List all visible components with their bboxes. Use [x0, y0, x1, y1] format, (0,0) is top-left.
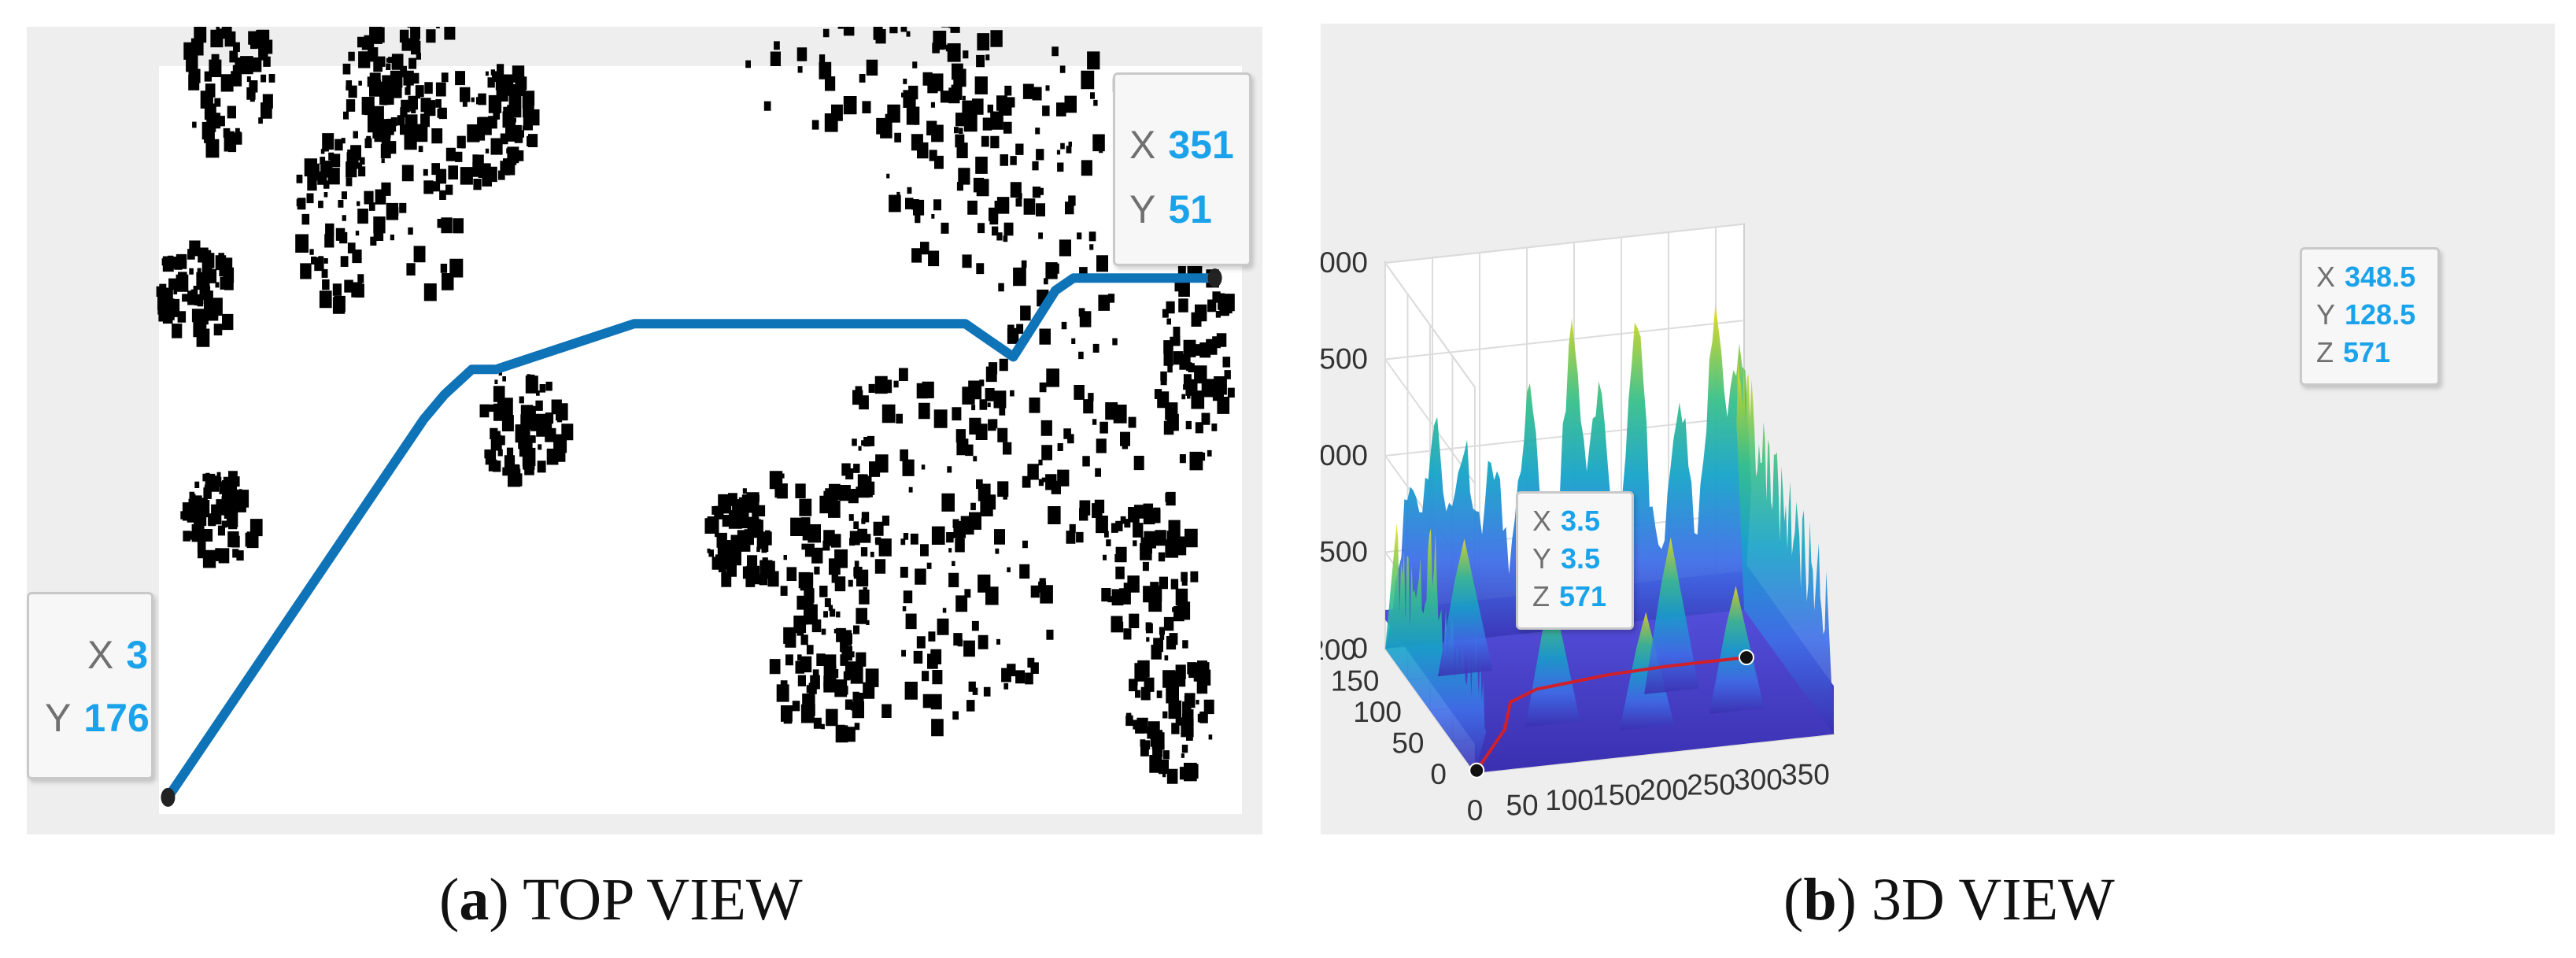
- datatip-y-value: 128.5: [2345, 298, 2416, 331]
- datatip-y-value: 176: [83, 696, 150, 740]
- 3d-view-plot: 0501001502002503003500501001502000500100…: [1321, 223, 1835, 827]
- datatip-start[interactable]: X 3 Y 176: [27, 592, 153, 779]
- top-view-panel: X 3 Y 176 X 351 Y 51: [27, 27, 1262, 834]
- x-tick-label: 350: [1781, 759, 1830, 791]
- obstacle-cluster: [1125, 633, 1214, 784]
- caption-b: (b) 3D VIEW: [1783, 866, 2115, 934]
- top-view-plot: [156, 27, 1242, 814]
- obstacle-cluster: [833, 519, 1054, 737]
- obstacle-cluster: [156, 240, 235, 347]
- obstacle-cluster: [744, 471, 892, 625]
- obstacle-cluster: [769, 605, 875, 743]
- caption-a-text: ) TOP VIEW: [489, 867, 803, 933]
- y-tick-label: 200: [1321, 634, 1357, 666]
- datatip-y-value: 51: [1168, 187, 1212, 231]
- goal-marker: [1207, 268, 1222, 288]
- y-tick-label: 150: [1331, 665, 1380, 697]
- grid-line: [1384, 320, 1745, 361]
- datatip-x-key: X: [1532, 505, 1552, 537]
- obstacle-cluster: [342, 27, 436, 159]
- terrain-right-ridge: [1736, 360, 1834, 734]
- map-area: [159, 66, 1242, 814]
- obstacle-cluster: [1101, 491, 1199, 653]
- y-tick-label: 0: [1430, 758, 1447, 790]
- axis-tick-labels: 0501001502002503003500501001502000500100…: [1321, 246, 1830, 827]
- datatip-x-key: X: [87, 633, 114, 677]
- terrain-back-ridge: [1385, 302, 1752, 649]
- 3d-view-panel: 0501001502002503003500501001502000500100…: [1321, 24, 2555, 834]
- obstacle-cluster: [704, 488, 773, 587]
- datatip-z-value: 571: [2343, 336, 2391, 368]
- terrain-peak: [1644, 537, 1699, 694]
- grid-line: [1384, 223, 1745, 264]
- caption-b-open: (: [1783, 867, 1804, 933]
- datatip-y-key: Y: [2316, 298, 2336, 331]
- datatip-y-key: Y: [1532, 542, 1552, 575]
- caption-a-open: (: [439, 867, 460, 933]
- datatip-x-value: 351: [1168, 123, 1234, 167]
- start-marker: [161, 787, 176, 807]
- caption-a: (a) TOP VIEW: [439, 866, 803, 934]
- x-tick-label: 0: [1467, 794, 1484, 827]
- terrain-peak: [1525, 589, 1580, 727]
- datatip-x-value: 348.5: [2345, 261, 2416, 293]
- obstacle-cluster: [973, 46, 1148, 330]
- datatip-goal-3d[interactable]: X 348.5 Y 128.5 Z 571: [2300, 247, 2440, 386]
- goal-marker-3d: [1738, 649, 1754, 666]
- obstacle-cluster: [366, 27, 484, 301]
- start-marker-3d: [1469, 762, 1485, 779]
- z-tick-label: 2000: [1321, 246, 1368, 279]
- terrain-peak: [1437, 538, 1493, 677]
- x-tick-label: 250: [1687, 769, 1735, 801]
- datatip-x-value: 3: [126, 633, 149, 677]
- terrain-peak: [1709, 586, 1765, 715]
- datatip-z-key: Z: [2316, 336, 2334, 368]
- terrain-surface: [1385, 302, 1834, 773]
- x-tick-label: 50: [1506, 790, 1538, 822]
- terrain-peak: [1619, 612, 1675, 731]
- obstacle-cluster: [183, 27, 275, 158]
- z-tick-label: 500: [1321, 536, 1368, 568]
- z-tick-label: 0: [1351, 632, 1368, 664]
- obstacle-cluster: [295, 133, 386, 314]
- obstacle-cluster: [180, 471, 263, 568]
- caption-b-letter: b: [1803, 867, 1837, 933]
- x-tick-label: 200: [1639, 774, 1688, 806]
- y-tick-label: 100: [1353, 696, 1402, 728]
- x-tick-label: 100: [1545, 784, 1594, 816]
- datatip-x-key: X: [2316, 261, 2336, 293]
- datatip-y-key: Y: [45, 696, 72, 740]
- terrain-left-ridge: [1385, 523, 1487, 773]
- y-tick-label: 50: [1391, 727, 1424, 760]
- planned-path-3d: [1469, 649, 1754, 779]
- z-tick-label: 1000: [1321, 439, 1368, 472]
- datatip-y-key: Y: [1129, 187, 1156, 231]
- datatip-x-key: X: [1129, 123, 1156, 167]
- obstacle-cluster: [471, 64, 540, 187]
- obstacle-map: [156, 27, 1235, 784]
- path-line: [164, 273, 1215, 801]
- obstacle-cluster: [1154, 256, 1235, 471]
- caption-a-letter: a: [459, 867, 490, 933]
- x-tick-label: 300: [1734, 764, 1783, 796]
- obstacle-cluster: [880, 31, 1024, 275]
- planned-path: [161, 268, 1222, 807]
- datatip-z-value: 571: [1559, 580, 1607, 612]
- path-line-3d: [1475, 656, 1747, 771]
- obstacle-cluster: [479, 371, 574, 487]
- obstacle-cluster: [841, 368, 1012, 578]
- datatip-goal[interactable]: X 351 Y 51: [1113, 72, 1251, 266]
- datatip-start-3d[interactable]: X 3.5 Y 3.5 Z 571: [1516, 491, 1634, 630]
- datatip-y-value: 3.5: [1561, 542, 1601, 575]
- datatip-x-value: 3.5: [1561, 505, 1601, 537]
- datatip-z-key: Z: [1532, 580, 1550, 612]
- caption-b-text: ) 3D VIEW: [1836, 867, 2115, 933]
- x-tick-label: 150: [1592, 779, 1641, 812]
